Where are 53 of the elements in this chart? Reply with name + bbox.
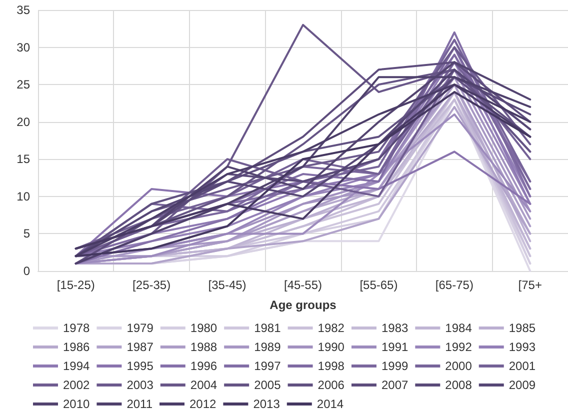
y-tick-label: 25 [16, 78, 30, 92]
x-tick-label: [65-75) [435, 278, 474, 292]
legend-label: 1993 [508, 340, 536, 354]
legend-label: 2006 [318, 378, 345, 392]
x-tick-label: [45-55) [284, 278, 322, 292]
legend-label: 1985 [508, 321, 536, 335]
y-tick-label: 10 [16, 189, 30, 204]
legend-label: 1982 [318, 321, 345, 335]
x-tick-label: [55-65) [360, 278, 398, 292]
legend-label: 1980 [190, 321, 218, 335]
legend-label: 1984 [445, 321, 472, 335]
legend-label: 1978 [63, 321, 90, 335]
legend-label: 2011 [126, 397, 153, 411]
legend-label: 2008 [445, 378, 472, 392]
legend-label: 1999 [381, 359, 408, 373]
legend-label: 1998 [318, 359, 345, 373]
legend-label: 1996 [190, 359, 218, 373]
legend-label: 1986 [63, 340, 90, 354]
x-tick-label: [15-25) [56, 278, 95, 292]
legend-label: 1988 [190, 340, 218, 354]
legend-label: 1983 [381, 321, 408, 335]
x-tick-label: [25-35) [132, 278, 171, 292]
x-tick-label: [75+ [518, 278, 542, 292]
x-axis-title: Age groups [270, 298, 337, 312]
y-tick-label: 5 [23, 226, 30, 241]
legend-label: 1994 [63, 359, 90, 373]
legend-label: 2010 [63, 397, 90, 411]
y-tick-label: 0 [23, 264, 30, 278]
legend-label: 1981 [254, 321, 282, 335]
legend-label: 2012 [190, 397, 217, 411]
legend-label: 1995 [126, 359, 154, 373]
legend-label: 1991 [381, 340, 408, 354]
legend-label: 2003 [126, 378, 154, 392]
legend-label: 2000 [445, 359, 472, 373]
legend-label: 2009 [508, 378, 536, 392]
legend-label: 2002 [63, 378, 90, 392]
legend-label: 1989 [254, 340, 282, 354]
x-tick-label: [35-45) [208, 278, 246, 292]
legend-label: 2013 [253, 397, 280, 411]
legend-label: 1990 [318, 340, 345, 354]
y-tick-label: 20 [16, 114, 30, 129]
legend-label: 2001 [508, 359, 536, 373]
legend-label: 2014 [316, 397, 344, 411]
y-tick-label: 15 [16, 152, 30, 166]
legend-label: 1997 [254, 359, 282, 373]
legend-label: 1992 [445, 340, 472, 354]
y-tick-label: 30 [16, 40, 30, 54]
legend-label: 2007 [381, 378, 408, 392]
legend-label: 1979 [126, 321, 154, 335]
y-tick-label: 35 [16, 3, 30, 17]
legend-label: 1987 [126, 340, 154, 354]
legend-label: 2005 [254, 378, 282, 392]
legend-label: 2004 [190, 378, 218, 392]
